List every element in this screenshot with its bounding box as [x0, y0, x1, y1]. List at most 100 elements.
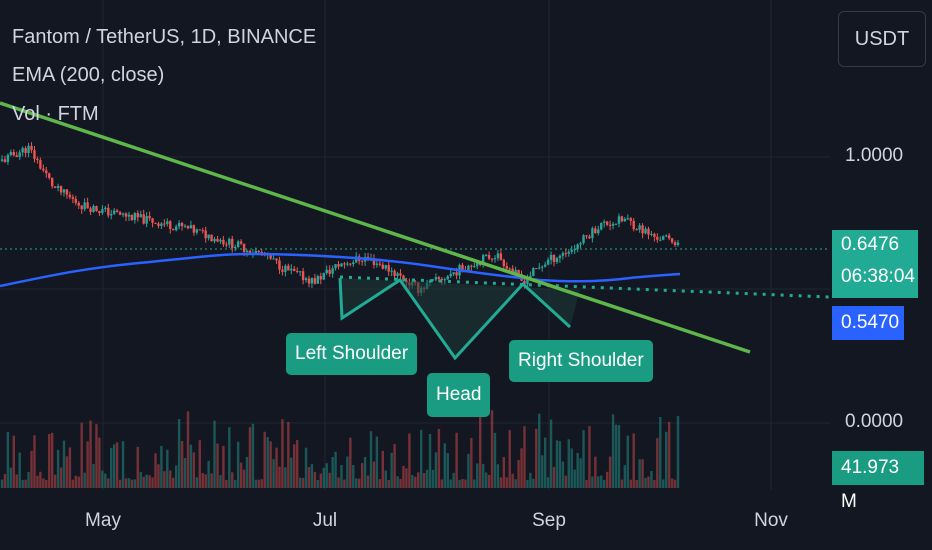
volume-bar [635, 479, 638, 488]
candle-body [594, 228, 597, 234]
candle-body [360, 260, 364, 262]
volume-bar [295, 440, 299, 488]
volume-bar [517, 460, 520, 488]
volume-bar [83, 472, 86, 488]
candle-body [541, 266, 544, 268]
candle-body [662, 236, 665, 240]
candle-body [629, 218, 632, 221]
volume-bar [549, 419, 553, 488]
neckline [339, 275, 831, 299]
candle-body [101, 208, 104, 214]
candle-body [68, 194, 72, 198]
candle-body [210, 234, 213, 242]
volume-bar [68, 447, 72, 488]
annotation-head: Head [427, 373, 491, 417]
candle-body [355, 256, 358, 263]
volume-bar [467, 453, 470, 488]
volume-bar [508, 430, 511, 488]
candle-body [225, 244, 228, 246]
volume-bar [579, 458, 582, 488]
candle-body [284, 265, 287, 272]
candle-body [644, 228, 647, 234]
volume-bar [440, 479, 444, 488]
candle-body [496, 253, 500, 259]
volume-bar [446, 453, 449, 488]
volume-bar [479, 416, 482, 488]
annotation-left-shoulder: Left Shoulder [286, 333, 418, 375]
volume-bar [24, 479, 27, 488]
currency-button[interactable]: USDT [838, 11, 926, 67]
volume-bar [366, 475, 370, 488]
volume-bar [653, 479, 656, 488]
volume-bar [346, 456, 349, 488]
volume-bar [408, 433, 411, 488]
volume-bar [92, 464, 95, 488]
volume-bars [0, 410, 680, 488]
y-tick-label: 1.0000 [845, 145, 904, 166]
volume-bar [145, 474, 148, 488]
volume-bar [484, 472, 488, 488]
candle-body [526, 277, 529, 284]
candle-body [98, 211, 101, 214]
volume-bar [236, 441, 240, 488]
volume-bar [89, 420, 92, 488]
volume-bar [33, 435, 36, 488]
volume-bar [676, 416, 680, 488]
volume-bar [505, 477, 508, 488]
volume-bar [148, 475, 151, 488]
candle-body [157, 223, 160, 226]
volume-bar [269, 441, 272, 488]
candle-body [337, 264, 340, 267]
volume-bar [242, 469, 246, 488]
y-tick-label: 0.0000 [845, 411, 904, 432]
candle-body [145, 216, 148, 224]
candle-body [112, 210, 116, 214]
candle-body [53, 186, 57, 188]
candle-body [608, 224, 612, 226]
volume-bar [77, 476, 80, 488]
volume-bar [207, 460, 210, 488]
volume-bar [431, 469, 435, 488]
volume-bar [499, 477, 503, 488]
volume-bar [375, 436, 379, 488]
candle-body [484, 254, 488, 256]
volume-bar [15, 474, 18, 488]
candle-body [588, 236, 591, 239]
volume-bar [538, 413, 541, 488]
volume-bar [189, 444, 193, 488]
volume-bar [98, 437, 101, 488]
volume-bar [419, 429, 423, 488]
volume-bar [331, 456, 334, 488]
candle-body [42, 168, 45, 171]
volume-bar [570, 448, 573, 488]
volume-bar [417, 472, 420, 488]
candle-body [219, 239, 222, 242]
volume-bar [201, 473, 204, 488]
volume-bar [6, 431, 10, 488]
volume-bar [617, 425, 621, 488]
candle-body [234, 246, 237, 249]
candle-body [579, 243, 582, 245]
candle-body [505, 266, 508, 269]
volume-bar [263, 431, 266, 488]
candle-body [278, 260, 281, 270]
x-tick-label: May [85, 510, 121, 531]
volume-bar [611, 414, 615, 488]
candle-body [24, 148, 27, 154]
volume-bar [387, 479, 390, 488]
candle-body [481, 255, 485, 265]
trendline [0, 101, 751, 354]
candle-body [21, 148, 24, 153]
volume-bar [402, 465, 405, 488]
volume-bar [532, 478, 535, 488]
candle-body [92, 206, 95, 213]
candle-body [632, 220, 635, 230]
volume-bar [597, 476, 600, 488]
volume-bar [107, 478, 110, 488]
volume-bar [588, 426, 591, 488]
volume-bar [520, 448, 523, 488]
candle-body [623, 218, 627, 222]
volume-bar [172, 477, 175, 488]
volume-bar [546, 477, 550, 488]
candle-body [18, 152, 21, 157]
